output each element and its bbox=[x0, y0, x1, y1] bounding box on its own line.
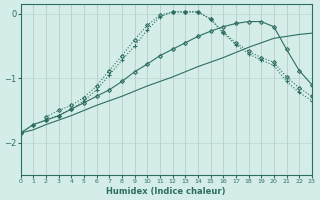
X-axis label: Humidex (Indice chaleur): Humidex (Indice chaleur) bbox=[107, 187, 226, 196]
